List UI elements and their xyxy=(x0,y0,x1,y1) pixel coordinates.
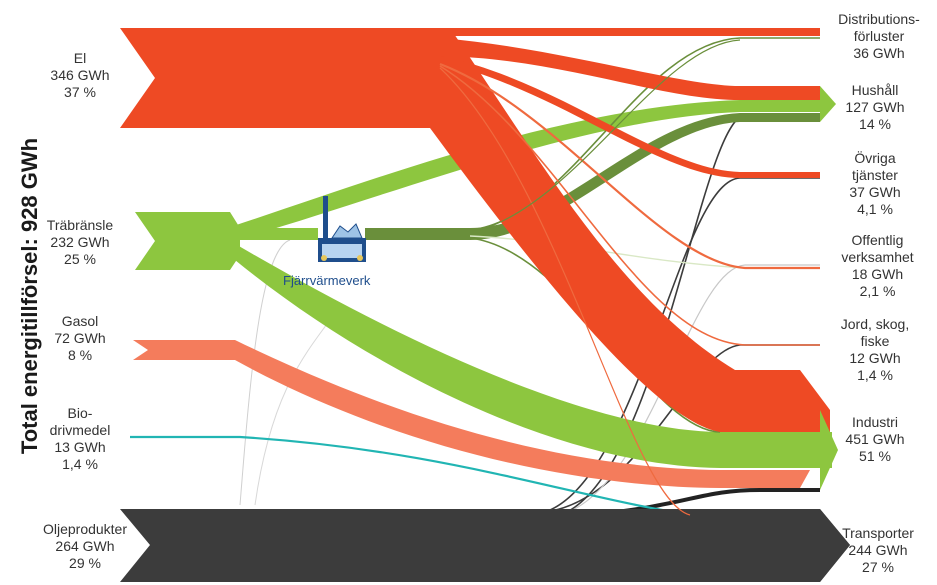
target-share: 27 % xyxy=(862,559,894,575)
source-share: 29 % xyxy=(69,555,101,571)
source-node-olja xyxy=(120,509,850,582)
target-name-line1: Jord, skog, xyxy=(840,316,910,332)
source-share: 37 % xyxy=(64,84,96,100)
target-label-off: Offentlig verksamhet 18 GWh 2,1 % xyxy=(830,232,925,300)
target-name: Industri xyxy=(852,414,898,430)
target-name-line1: Distributions- xyxy=(838,11,920,27)
target-name-line2: fiske xyxy=(860,333,890,349)
target-name: Hushåll xyxy=(851,82,899,98)
target-share: 51 % xyxy=(859,448,891,464)
source-share: 1,4 % xyxy=(62,456,98,472)
source-value: 232 GWh xyxy=(50,234,110,250)
plant-label: Fjärrvärmeverk xyxy=(283,273,371,288)
diagram-title: Total energitillförsel: 928 GWh xyxy=(17,137,42,455)
source-name-line1: Bio- xyxy=(67,405,93,421)
target-name-line1: Offentlig xyxy=(851,232,904,248)
flow-el-to-ind xyxy=(360,28,830,432)
source-label-tra: Träbränsle 232 GWh 25 % xyxy=(35,217,125,268)
source-share: 8 % xyxy=(67,347,93,363)
target-value: 451 GWh xyxy=(845,431,905,447)
flow-el-to-dist xyxy=(400,28,820,36)
source-name: El xyxy=(73,50,87,66)
source-label-bio: Bio- drivmedel 13 GWh 1,4 % xyxy=(45,405,115,473)
target-value: 127 GWh xyxy=(845,99,905,115)
source-value: 13 GWh xyxy=(54,439,106,455)
target-share: 1,4 % xyxy=(857,367,893,383)
source-name: Oljeprodukter xyxy=(42,521,128,537)
target-label-hush: Hushåll 127 GWh 14 % xyxy=(830,82,920,133)
target-name-line2: förluster xyxy=(853,28,905,44)
flow-el-to-trans xyxy=(439,67,691,516)
flow-el-to-hush xyxy=(440,38,820,100)
source-value: 264 GWh xyxy=(55,538,115,554)
target-node-trans xyxy=(820,509,850,582)
flow-plant-to-off xyxy=(469,235,820,269)
target-label-trans: Transporter 244 GWh 27 % xyxy=(828,525,928,576)
target-share: 4,1 % xyxy=(857,201,893,217)
target-name: Transporter xyxy=(842,525,914,541)
target-label-ovr: Övriga tjänster 37 GWh 4,1 % xyxy=(830,150,920,218)
target-value: 244 GWh xyxy=(848,542,908,558)
source-label-el: El 346 GWh 37 % xyxy=(45,50,115,101)
target-value: 36 GWh xyxy=(853,45,905,61)
target-value: 12 GWh xyxy=(849,350,901,366)
target-share: 2,1 % xyxy=(859,283,896,299)
source-name: Träbränsle xyxy=(46,217,114,233)
target-label-ind: Industri 451 GWh 51 % xyxy=(830,414,920,465)
flow-gasol-to-ind xyxy=(133,340,810,488)
target-name-line2: tjänster xyxy=(852,167,898,183)
target-node-hush xyxy=(820,86,836,122)
target-value: 37 GWh xyxy=(849,184,901,200)
flow-tra-to-hush xyxy=(215,100,820,240)
source-label-olja: Oljeprodukter 264 GWh 29 % xyxy=(30,521,140,572)
source-share: 25 % xyxy=(64,251,96,267)
source-value: 346 GWh xyxy=(50,67,110,83)
flow-tra-to-dist xyxy=(479,39,741,231)
flow-gray-to-ind xyxy=(254,319,331,506)
source-label-gasol: Gasol 72 GWh 8 % xyxy=(45,313,115,364)
source-node-tra xyxy=(135,212,240,270)
flow-tra-to-plant xyxy=(235,228,318,240)
flow-el-to-jord xyxy=(439,65,820,346)
target-label-dist: Distributions- förluster 36 GWh xyxy=(826,11,932,62)
flow-el-to-hush-thin xyxy=(239,239,291,506)
target-label-jord: Jord, skog, fiske 12 GWh 1,4 % xyxy=(825,316,925,384)
target-value: 18 GWh xyxy=(851,266,904,282)
target-node-ind xyxy=(820,410,838,490)
source-name: Gasol xyxy=(61,313,99,329)
target-name-line2: verksamhet xyxy=(841,249,914,265)
flow-el-to-off xyxy=(439,62,820,270)
flow-el-to-ovr xyxy=(440,56,820,178)
flow-tra-to-ind xyxy=(215,232,832,468)
factory-icon xyxy=(318,196,366,262)
target-share: 14 % xyxy=(859,116,891,132)
target-name-line1: Övriga xyxy=(854,150,896,166)
flow-olja-to-hush xyxy=(559,114,820,516)
source-value: 72 GWh xyxy=(54,330,106,346)
source-name-line2: drivmedel xyxy=(49,422,111,438)
flow-olja-to-jord xyxy=(544,344,820,513)
